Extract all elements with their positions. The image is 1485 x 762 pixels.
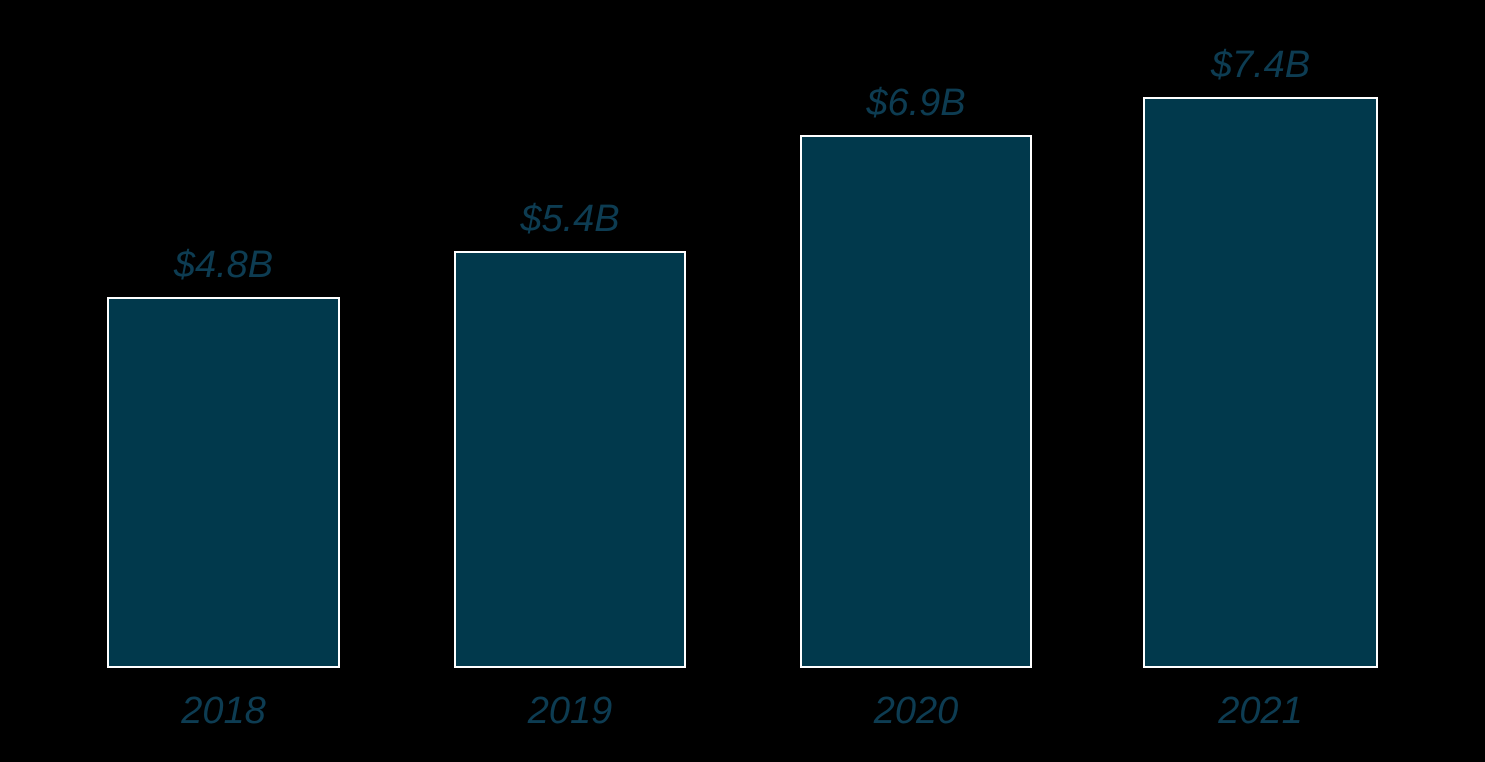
bar-value-label: $4.8B	[173, 244, 274, 287]
bar-value-label: $7.4B	[1210, 44, 1311, 87]
bar-2020	[800, 135, 1032, 668]
bar-group-2021: $7.4B 2021	[1143, 44, 1378, 732]
bar-2021	[1143, 97, 1378, 668]
bar-2019	[454, 251, 686, 668]
bar-value-label: $5.4B	[520, 198, 620, 241]
x-tick-label: 2021	[1218, 690, 1303, 732]
bar-group-2019: $5.4B 2019	[454, 198, 686, 732]
x-tick-label: 2019	[527, 690, 613, 732]
bar-value-label: $6.9B	[866, 82, 966, 125]
x-tick-label: 2020	[873, 690, 959, 732]
bar-2018	[107, 297, 340, 668]
bar-group-2018: $4.8B 2018	[107, 244, 340, 732]
bar-group-2020: $6.9B 2020	[800, 82, 1032, 732]
x-tick-label: 2018	[181, 690, 266, 732]
